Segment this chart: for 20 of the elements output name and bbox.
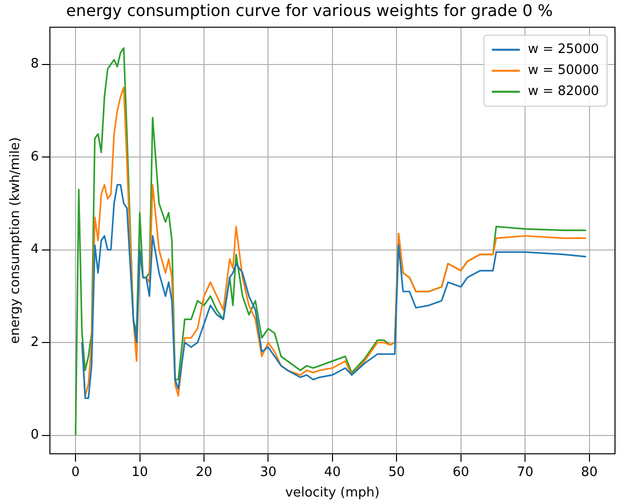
chart-title: energy consumption curve for various weights for grade 0 % [66, 0, 553, 20]
y-tick-label: 8 [30, 56, 39, 72]
x-tick-label: 20 [196, 464, 212, 480]
x-tick-label: 0 [71, 464, 80, 480]
y-tick-label: 6 [30, 149, 39, 164]
legend-label: w = 50000 [528, 63, 600, 78]
x-tick-label: 40 [324, 464, 341, 480]
x-axis-title: velocity (mph) [285, 486, 380, 501]
x-tick-label: 50 [388, 464, 405, 480]
x-tick-label: 70 [516, 464, 534, 480]
y-tick-label: 0 [30, 428, 39, 443]
x-tick-label: 10 [132, 464, 148, 480]
y-tick-label: 2 [30, 334, 39, 350]
legend-label: w = 82000 [528, 84, 600, 100]
x-tick-label: 30 [260, 464, 276, 480]
y-axis-title: energy consumption (kwh/mile) [8, 137, 24, 344]
x-tick-label: 80 [581, 464, 598, 480]
legend-label: w = 25000 [528, 42, 600, 58]
x-tick-label: 60 [452, 464, 470, 480]
y-tick-label: 4 [30, 242, 39, 258]
